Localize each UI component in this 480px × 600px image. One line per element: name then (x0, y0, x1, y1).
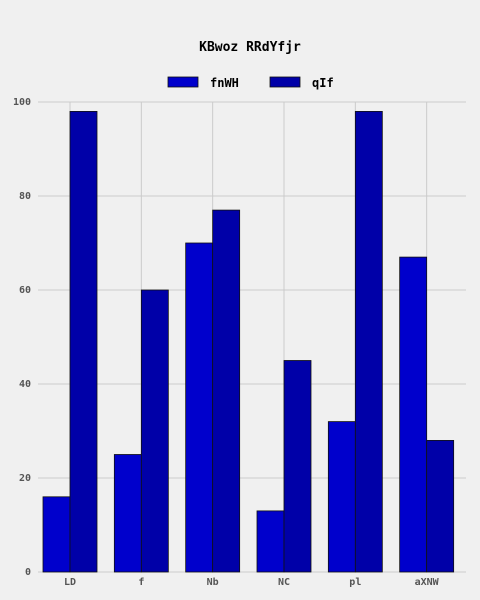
bar-fnWH-pl (327, 421, 356, 573)
y-axis-ticks: 0 20 40 60 80 100 (13, 97, 31, 578)
bar-qIf-aXNW (426, 439, 455, 573)
x-tick-label: LD (64, 577, 76, 588)
bar-fnWH-aXNW (399, 256, 428, 573)
legend-swatch-fnWH (167, 76, 199, 88)
bar-fnWH-f (113, 454, 142, 573)
x-tick-label: Nb (207, 577, 219, 588)
bar-fnWH-LD (42, 496, 71, 573)
bar-fnWH-Nb (185, 242, 214, 573)
legend: fnWH qIf (167, 76, 334, 90)
bar-fnWH-NC (256, 510, 285, 573)
x-tick-label: f (138, 577, 144, 588)
bars (42, 111, 455, 573)
y-tick-label: 20 (19, 473, 31, 484)
y-tick-label: 100 (13, 97, 31, 108)
x-tick-label: pl (349, 577, 361, 588)
bar-qIf-Nb (212, 209, 241, 573)
y-tick-label: 60 (19, 285, 31, 296)
legend-label-fnWH: fnWH (210, 76, 239, 90)
bar-qIf-pl (354, 111, 383, 573)
bar-qIf-LD (69, 111, 98, 573)
x-axis-ticks: LD f Nb NC pl aXNW (64, 577, 440, 588)
y-tick-label: 80 (19, 191, 31, 202)
legend-swatch-qIf (269, 76, 301, 88)
bar-qIf-f (140, 289, 169, 573)
bar-qIf-NC (283, 360, 312, 573)
y-tick-label: 0 (25, 567, 31, 578)
x-tick-label: NC (278, 577, 290, 588)
x-tick-label: aXNW (415, 577, 440, 588)
legend-label-qIf: qIf (312, 76, 334, 90)
y-tick-label: 40 (19, 379, 31, 390)
chart-title: KBwoz RRdYfjr (199, 40, 301, 55)
